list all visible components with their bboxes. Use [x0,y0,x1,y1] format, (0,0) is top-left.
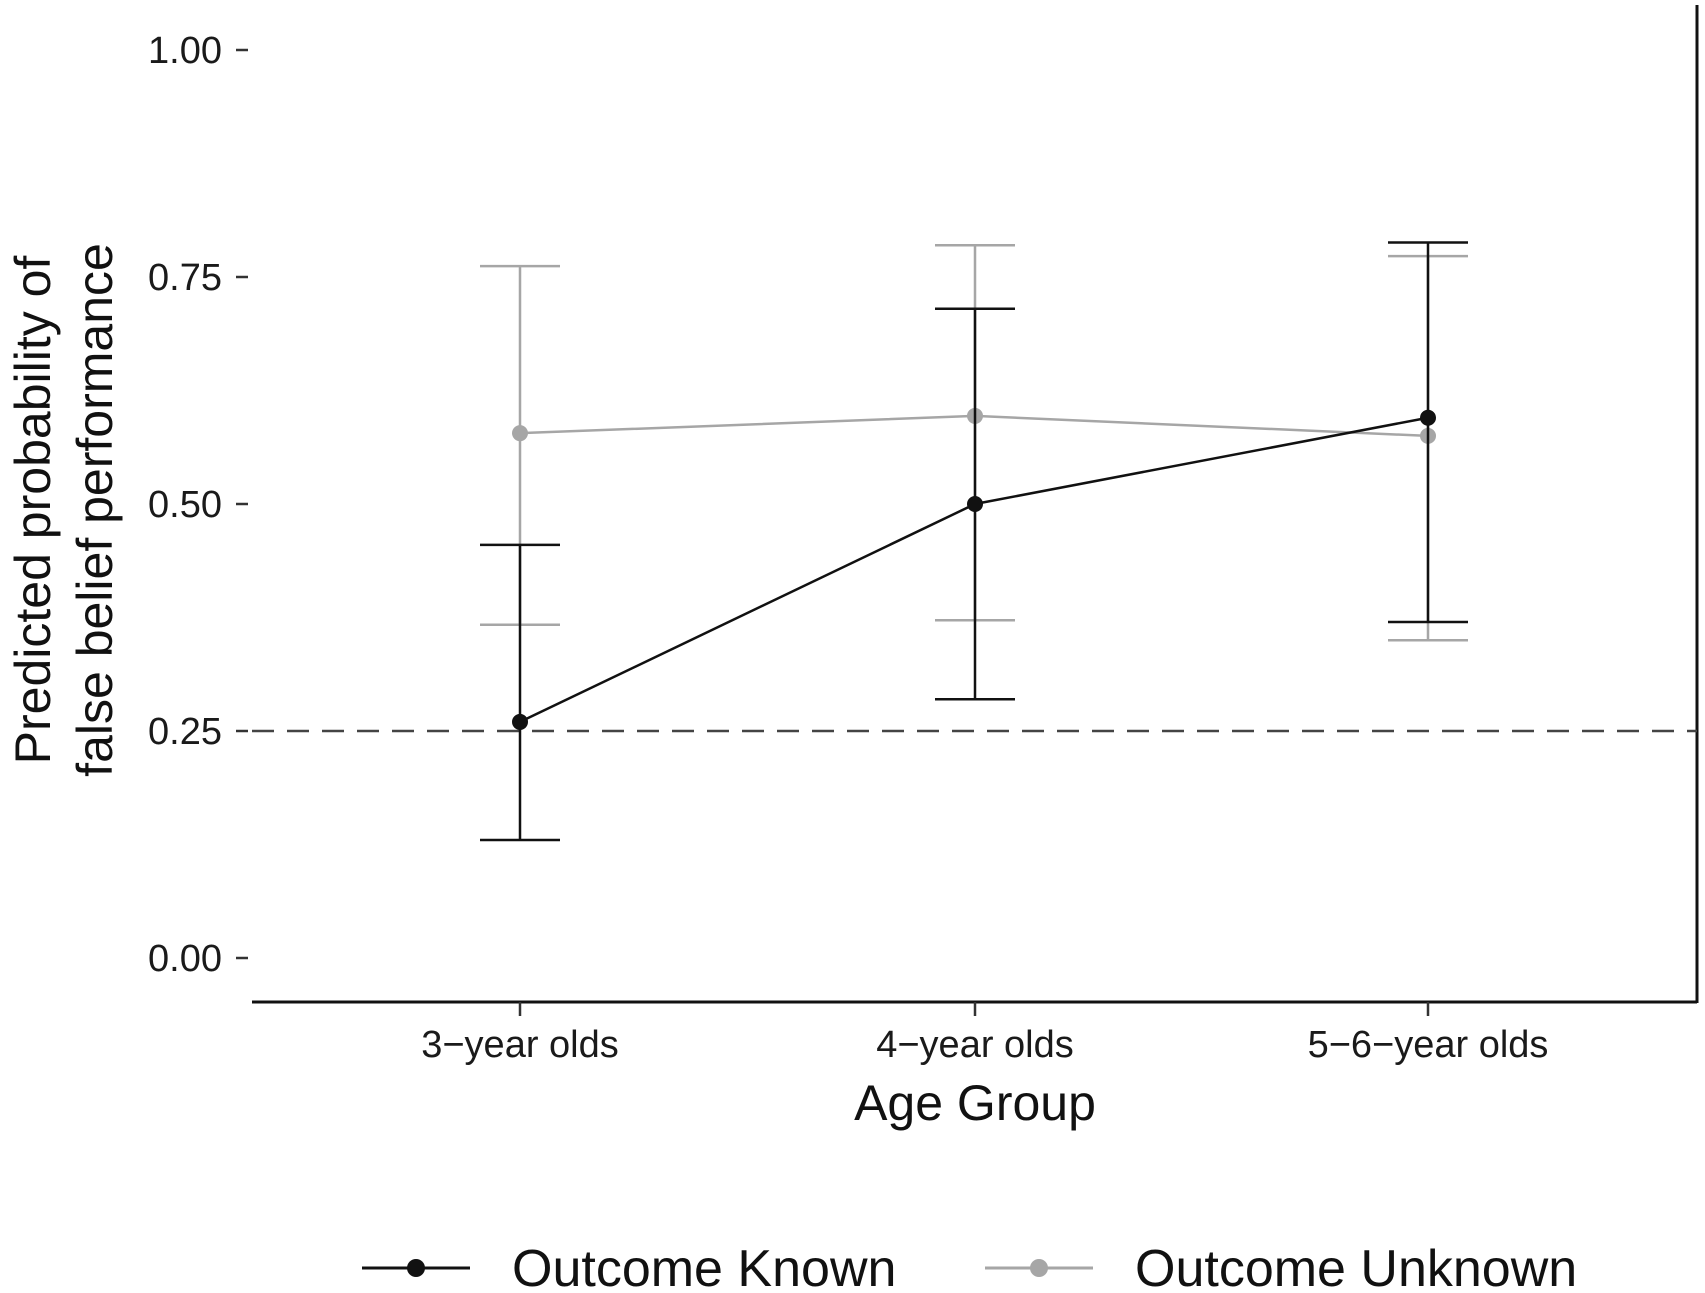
y-tick-label: 0.25 [148,711,222,753]
legend-label-outcome-known: Outcome Known [512,1240,896,1293]
y-tick-label: 0.75 [148,257,222,299]
legend-key-point-outcome-known [407,1259,425,1277]
x-tick-label: 5−6−year olds [1308,1024,1549,1066]
y-tick-label: 1.00 [148,30,222,72]
y-tick-label: 0.00 [148,938,222,980]
outcome-known-data-point [967,496,983,512]
outcome-known-data-point [512,713,528,730]
outcome-known-data-point [1420,409,1436,426]
y-axis-title-line-1: Predicted probability of [5,256,61,765]
x-tick-label: 4−year olds [876,1024,1074,1066]
legend-key-point-outcome-unknown [1030,1259,1048,1277]
x-tick-label: 3−year olds [421,1024,619,1066]
y-axis-title-line-2: false belief performance [67,243,123,777]
legend-label-outcome-unknown: Outcome Unknown [1135,1240,1577,1293]
outcome-unknown-data-point [512,425,528,442]
x-axis-title: Age Group [854,1075,1096,1131]
y-tick-label: 0.50 [148,484,222,526]
